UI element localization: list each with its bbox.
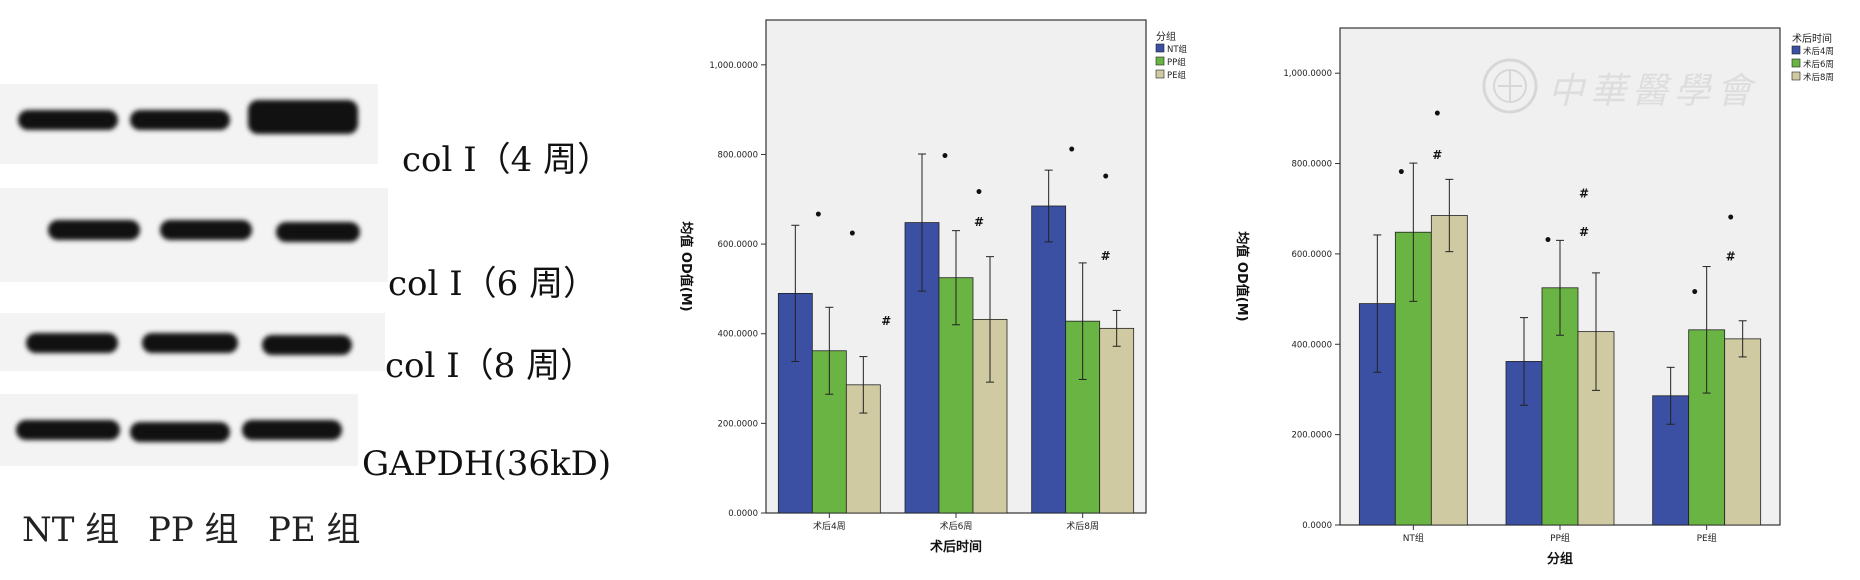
significance-hash: # — [881, 314, 891, 328]
significance-dot: • — [941, 149, 950, 165]
significance-dot: • — [1544, 233, 1553, 249]
y-axis-label: 均值 OD值(M) — [678, 221, 694, 311]
bar-chart-by-time: 0.0000 200.0000 400.0000 600.0000 800.0000 1,… — [678, 19, 1188, 555]
blot-label-col1-6w: col I（6 周） — [388, 264, 598, 304]
significance-dot: • — [1726, 210, 1735, 226]
seal-icon — [1482, 58, 1538, 114]
significance-hash: # — [1726, 250, 1736, 264]
bar — [1430, 215, 1468, 526]
legend-label: NT组 — [1167, 44, 1188, 55]
bar-chart-by-group: 0.0000 200.0000 400.0000 600.0000 800.0000 1,… — [1234, 27, 1834, 567]
watermark-logo: 中華醫學會 — [1480, 52, 1810, 122]
blot-strip-col1-6w — [0, 188, 388, 282]
bar — [1724, 338, 1762, 526]
y-tick-label: 600.0000 — [717, 240, 758, 250]
x-tick-label: PP组 — [1550, 532, 1570, 544]
y-tick-label: 400.0000 — [717, 330, 758, 340]
significance-dot: • — [1690, 285, 1699, 301]
blot-strip-col1-8w — [0, 313, 385, 371]
x-axis-label: 分组 — [1547, 551, 1573, 567]
y-tick-label: 600.0000 — [1291, 250, 1332, 260]
x-tick-label: 术后8周 — [1066, 520, 1099, 532]
significance-dot: • — [1397, 165, 1406, 181]
lane-label-pp: PP 组 — [148, 510, 239, 550]
x-tick-label: 术后6周 — [940, 520, 973, 532]
legend-swatch — [1155, 69, 1165, 79]
x-axis-label: 术后时间 — [929, 539, 982, 555]
significance-dot: • — [975, 185, 984, 201]
legend-label: PP组 — [1167, 57, 1186, 68]
blot-strip-gapdh — [0, 394, 358, 466]
watermark-text: 中華醫學會 — [1548, 71, 1759, 112]
western-blot-figure: col I（4 周） col I（6 周） col I（8 周） GAPDH(3… — [0, 0, 640, 580]
y-tick-label: 0.0000 — [1302, 521, 1332, 531]
blot-label-gapdh: GAPDH(36kD) — [362, 444, 612, 484]
y-tick-label: 1,000.0000 — [1283, 69, 1332, 79]
bar — [1099, 327, 1135, 514]
significance-hash: # — [974, 215, 984, 229]
blot-label-col1-8w: col I（8 周） — [385, 346, 595, 386]
significance-dot: • — [1433, 106, 1442, 122]
blot-label-col1-4w: col I（4 周） — [402, 140, 612, 180]
y-tick-label: 0.0000 — [728, 509, 758, 519]
y-axis-label: 均值 OD值(M) — [1234, 231, 1250, 321]
legend-label: PE组 — [1167, 70, 1186, 81]
y-tick-label: 400.0000 — [1291, 340, 1332, 350]
legend-swatch — [1791, 45, 1801, 55]
significance-hash: # — [1579, 186, 1589, 200]
y-tick-label: 200.0000 — [1291, 431, 1332, 441]
legend-label: 术后4周 — [1803, 46, 1834, 57]
legend-swatch — [1791, 71, 1801, 81]
legend-label: 术后8周 — [1803, 72, 1834, 83]
blot-strip-col1-4w — [0, 84, 378, 164]
legend-swatch — [1155, 56, 1165, 66]
legend-title: 术后时间 — [1792, 32, 1832, 45]
significance-dot: • — [848, 227, 857, 243]
lane-label-nt: NT 组 — [22, 510, 120, 550]
significance-hash: # — [1101, 249, 1111, 263]
y-tick-label: 1,000.0000 — [709, 61, 758, 71]
legend-title: 分组 — [1156, 30, 1176, 43]
x-tick-label: PE组 — [1697, 532, 1717, 544]
x-tick-label: 术后4周 — [813, 520, 846, 532]
bar — [1031, 205, 1067, 514]
x-tick-label: NT组 — [1403, 532, 1424, 544]
significance-hash: # — [1579, 225, 1589, 239]
significance-dot: • — [814, 207, 823, 223]
y-tick-label: 800.0000 — [717, 150, 758, 160]
lane-label-pe: PE 组 — [268, 510, 361, 550]
significance-dot: • — [1067, 142, 1076, 158]
y-tick-label: 200.0000 — [717, 419, 758, 429]
significance-dot: • — [1101, 169, 1110, 185]
y-tick-label: 800.0000 — [1291, 160, 1332, 170]
legend-label: 术后6周 — [1803, 59, 1834, 70]
legend-swatch — [1155, 43, 1165, 53]
significance-hash: # — [1432, 148, 1442, 162]
legend-swatch — [1791, 58, 1801, 68]
